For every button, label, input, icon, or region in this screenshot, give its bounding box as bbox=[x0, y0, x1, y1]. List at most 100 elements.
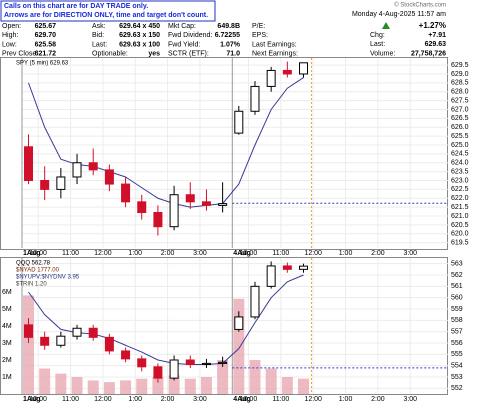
x-tick-label: 10:00 bbox=[240, 250, 258, 257]
y-tick-label: 623.5 bbox=[451, 168, 469, 175]
candle-body bbox=[299, 265, 309, 270]
y-tick-label: 619.5 bbox=[451, 240, 469, 247]
y-tick-label: 627.5 bbox=[451, 97, 469, 104]
candle-body bbox=[153, 366, 163, 379]
candle-body bbox=[169, 359, 179, 379]
candle-body bbox=[72, 162, 82, 178]
stat-label: Last: bbox=[370, 41, 385, 48]
y-tick-label: 558 bbox=[451, 317, 463, 324]
candle-body bbox=[88, 327, 98, 338]
x-tick-label: 10:00 bbox=[240, 396, 258, 403]
y-tick-label: 620.0 bbox=[451, 231, 469, 238]
volume-bar bbox=[120, 380, 132, 394]
stat-label: SCTR (ETF): bbox=[168, 51, 209, 58]
legend-entry: $NYUPV:$NYDNV 3.95 bbox=[16, 275, 80, 281]
x-tick-label: 1:00 bbox=[128, 396, 142, 403]
stat-value: 6.72255 bbox=[215, 32, 240, 39]
candle-body bbox=[121, 350, 131, 360]
note-box bbox=[0, 0, 216, 22]
day-label: 4Aug bbox=[233, 250, 251, 257]
y-tick-label: 625.5 bbox=[451, 133, 469, 140]
x-tick-label: 11:00 bbox=[272, 250, 289, 257]
y-tick-label: 626.5 bbox=[451, 115, 469, 122]
candle-body bbox=[299, 62, 309, 75]
volume-bar bbox=[200, 377, 212, 394]
y2-tick-label: 1M bbox=[2, 374, 12, 381]
volume-bar bbox=[23, 295, 34, 394]
candle-body bbox=[234, 110, 244, 134]
candle-body bbox=[121, 183, 131, 203]
candle-body bbox=[266, 69, 276, 87]
stat-value: 629.63 x 150 bbox=[119, 32, 160, 39]
x-tick-label: 12:00 bbox=[304, 396, 322, 403]
volume-bar bbox=[265, 368, 277, 394]
copyright: © StockCharts.com bbox=[394, 2, 446, 9]
stat-value: 629.64 x 450 bbox=[119, 23, 160, 30]
candle-body bbox=[282, 69, 292, 75]
stat-label: Fwd Dividend: bbox=[168, 32, 212, 39]
x-tick-label: 3:00 bbox=[403, 250, 417, 257]
y-tick-label: 629.0 bbox=[451, 71, 469, 78]
y2-tick-label: 2M bbox=[2, 357, 12, 364]
stat-value: 625.58 bbox=[35, 41, 57, 48]
stat-label: P/E: bbox=[252, 23, 265, 30]
volume-bar bbox=[281, 377, 293, 394]
candle-body bbox=[250, 85, 260, 112]
candle-body bbox=[56, 176, 66, 190]
y-tick-label: 559 bbox=[451, 306, 463, 313]
stat-value: 27,758,726 bbox=[411, 50, 446, 57]
x-tick-label: 11:00 bbox=[62, 250, 79, 257]
date: Monday 4-Aug-2025 11:57 am bbox=[352, 11, 446, 18]
x-tick-label: 3:00 bbox=[403, 396, 417, 403]
stat-label: Low: bbox=[2, 41, 17, 48]
stat-value: 649.8B bbox=[217, 23, 240, 30]
candle-body bbox=[201, 362, 211, 366]
y-tick-label: 556 bbox=[451, 340, 463, 347]
stat-label: Open: bbox=[2, 23, 21, 30]
x-tick-label: 12:00 bbox=[94, 250, 112, 257]
candle-body bbox=[185, 194, 195, 203]
y-tick-label: 623.0 bbox=[451, 177, 469, 184]
candle-body bbox=[282, 265, 292, 270]
candle-body bbox=[137, 358, 147, 368]
y-tick-label: 552 bbox=[451, 385, 463, 392]
stat-value: 71.0 bbox=[226, 51, 240, 58]
y-tick-label: 626.0 bbox=[451, 124, 469, 131]
stat-label: Optionable: bbox=[92, 51, 128, 58]
day-label: 1Aug bbox=[23, 250, 41, 257]
candle-body bbox=[104, 336, 114, 352]
volume-bar bbox=[249, 360, 261, 394]
pct-change: +1.27% bbox=[419, 21, 446, 30]
candle-body bbox=[266, 265, 276, 287]
x-tick-label: 2:00 bbox=[161, 250, 175, 257]
y-tick-label: 553 bbox=[451, 374, 463, 381]
y2-tick-label: 4M bbox=[2, 323, 12, 330]
candle-body bbox=[104, 169, 114, 185]
stat-value: 621.72 bbox=[35, 51, 57, 58]
candle-body bbox=[218, 361, 228, 364]
x-tick-label: 2:00 bbox=[371, 396, 385, 403]
stat-label: Last Earnings: bbox=[252, 41, 297, 48]
y-tick-label: 625.0 bbox=[451, 142, 469, 149]
stat-label: Chg: bbox=[370, 32, 385, 39]
volume-bar bbox=[298, 378, 310, 394]
volume-bar bbox=[87, 380, 99, 394]
stat-label: Mkt Cap: bbox=[168, 23, 196, 30]
candle-body bbox=[201, 201, 211, 206]
y2-tick-label: 6M bbox=[2, 289, 12, 296]
x-tick-label: 11:00 bbox=[62, 396, 79, 403]
volume-bar bbox=[136, 378, 148, 394]
volume-bar bbox=[184, 378, 196, 394]
candle-body bbox=[56, 335, 66, 346]
stat-label: EPS: bbox=[252, 32, 268, 39]
x-tick-label: 10:00 bbox=[29, 250, 47, 257]
candle-body bbox=[153, 211, 163, 228]
stat-value: +7.91 bbox=[428, 32, 446, 39]
volume-bar bbox=[71, 377, 83, 394]
stat-label: Volume: bbox=[370, 50, 395, 57]
y-tick-label: 627.0 bbox=[451, 106, 469, 113]
x-tick-label: 1:00 bbox=[339, 396, 353, 403]
volume-bar bbox=[55, 373, 67, 394]
volume-bar bbox=[103, 382, 115, 394]
